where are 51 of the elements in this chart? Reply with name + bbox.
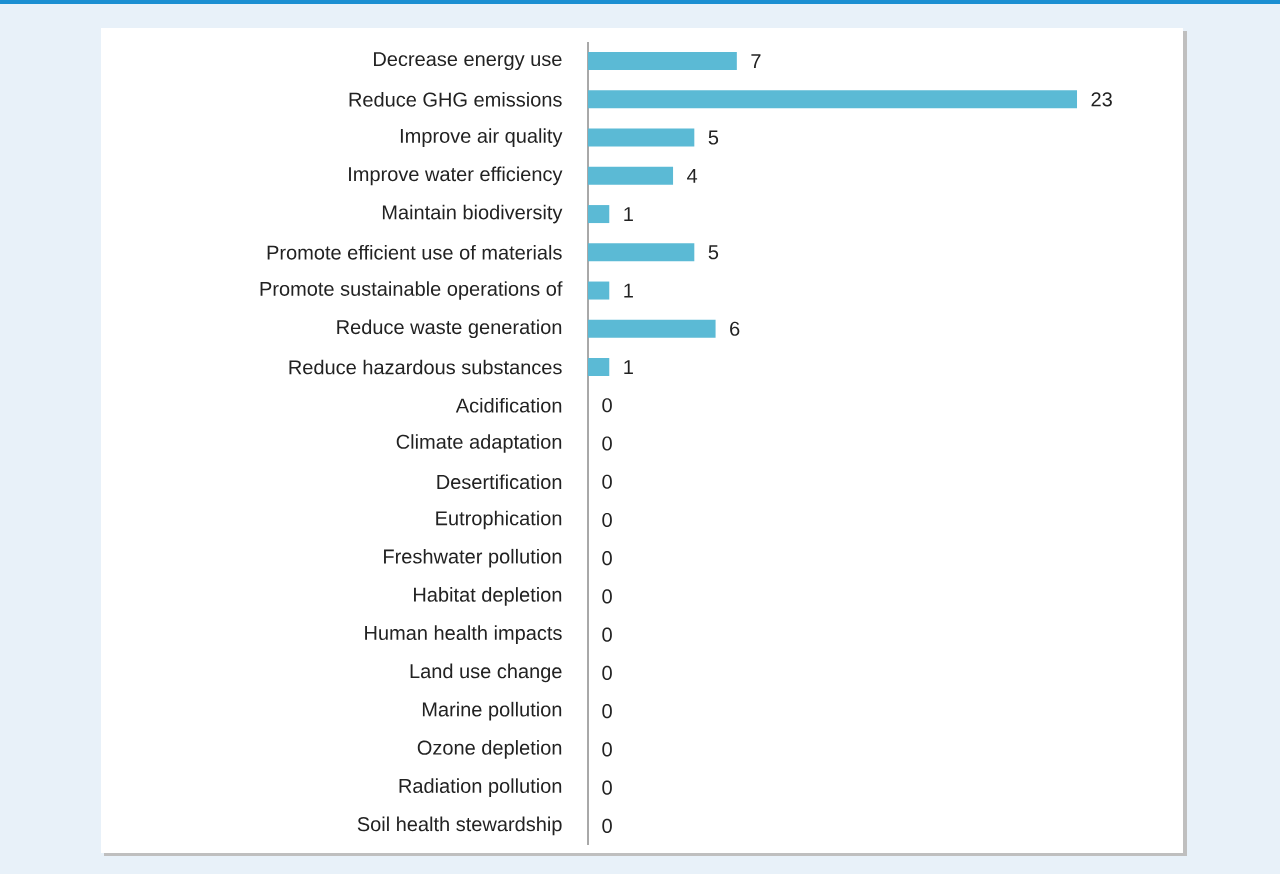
- data-label: 0: [602, 551, 612, 566]
- y-tick-label: Acidification: [455, 397, 562, 413]
- y-tick-label: Promote efficient use of materials: [267, 244, 562, 260]
- bar: [588, 281, 610, 300]
- bar: [588, 205, 610, 224]
- y-tick-label: Freshwater pollution: [384, 548, 562, 568]
- data-label: 23: [1091, 92, 1112, 107]
- y-tick-label: Improve air quality: [400, 128, 563, 147]
- data-label: 0: [602, 398, 612, 413]
- y-tick-label: Desertification: [437, 474, 562, 490]
- y-tick-label: Marine pollution: [422, 701, 562, 721]
- y-tick-label: Reduce GHG emissions: [349, 92, 562, 107]
- y-tick-label: Reduce waste generation: [337, 319, 562, 339]
- bar: [588, 90, 1078, 109]
- bar: [588, 166, 674, 185]
- bar: [588, 52, 737, 71]
- y-tick-label: Reduce hazardous substances: [289, 359, 562, 375]
- y-tick-label: Human health impacts: [365, 625, 562, 645]
- data-label: 0: [602, 436, 612, 451]
- data-label: 1: [624, 360, 633, 374]
- bar: [588, 319, 716, 338]
- data-label: 0: [602, 780, 612, 795]
- data-label: 0: [602, 665, 612, 681]
- data-label: 1: [624, 207, 633, 221]
- y-tick-label: Promote sustainable operations of: [260, 281, 563, 300]
- data-label: 6: [730, 321, 740, 336]
- bar: [588, 128, 695, 147]
- data-label: 0: [602, 589, 612, 604]
- data-label: 5: [708, 245, 719, 260]
- data-label: 7: [751, 54, 761, 68]
- data-label: 0: [602, 474, 612, 489]
- data-label: 0: [602, 512, 612, 528]
- data-label: 0: [602, 818, 612, 833]
- y-tick-label: Decrease energy use: [374, 52, 562, 71]
- data-label: 0: [602, 742, 612, 757]
- bar: [588, 358, 610, 377]
- y-tick-label: Ozone depletion: [417, 740, 562, 759]
- data-label: 5: [708, 130, 719, 145]
- y-tick-label: Land use change: [410, 663, 562, 683]
- y-tick-label: Eutrophication: [436, 510, 562, 530]
- data-label: 4: [687, 168, 698, 183]
- data-label: 1: [624, 283, 633, 298]
- bar: [588, 243, 695, 262]
- y-tick-label: Improve water efficiency: [349, 166, 563, 186]
- y-tick-label: Radiation pollution: [399, 778, 562, 797]
- data-label: 0: [602, 704, 612, 719]
- y-tick-label: Habitat depletion: [414, 587, 562, 606]
- y-tick-label: Climate adaptation: [396, 434, 562, 453]
- data-label: 0: [602, 627, 612, 642]
- y-tick-label: Maintain biodiversity: [382, 204, 563, 224]
- y-tick-label: Soil health stewardship: [357, 816, 562, 836]
